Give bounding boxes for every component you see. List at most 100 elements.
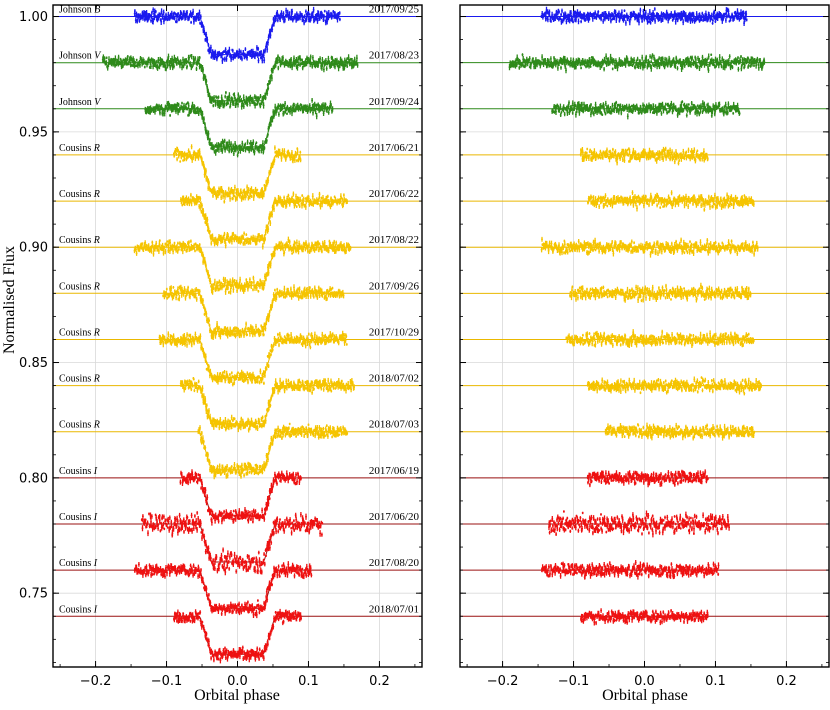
series-B-2017/09/25: Johnson B 2017/09/25 [53, 4, 422, 64]
x-tick-label: 0.2 [776, 674, 797, 689]
series-R-2017/06/21 [460, 146, 829, 166]
date-label: 2018/07/02 [369, 373, 419, 385]
series-I-2018/07/01 [460, 608, 829, 626]
y-tick-label: 0.85 [19, 356, 48, 371]
data-points [579, 146, 709, 166]
data-points [133, 6, 341, 64]
data-points [180, 191, 349, 250]
series-R-2017/09/26: Cousins R 2017/09/26 [53, 280, 422, 340]
filter-label: Cousins R [59, 189, 100, 200]
data-points [179, 469, 302, 526]
date-label: 2017/10/29 [369, 326, 420, 338]
y-tick-label: 0.80 [19, 471, 48, 486]
x-axis-label-left: Orbital phase [194, 687, 280, 704]
y-tick-label: 0.90 [19, 241, 48, 256]
date-label: 2017/06/21 [369, 142, 419, 154]
filter-label: Johnson V [59, 97, 102, 108]
data-points [144, 98, 334, 158]
series-V-2017/09/24: Johnson V 2017/09/24 [53, 96, 422, 158]
date-label: 2017/09/25 [369, 4, 420, 16]
series-V-2017/08/23 [460, 53, 829, 74]
series-R-2017/10/29: Cousins R 2017/10/29 [53, 326, 422, 387]
data-points [197, 422, 349, 480]
date-label: 2017/09/26 [369, 280, 420, 292]
series-I-2017/08/20 [460, 560, 829, 580]
filter-label: Johnson V [59, 51, 102, 62]
data-points [158, 330, 348, 387]
date-label: 2017/09/24 [369, 96, 420, 108]
data-points [540, 560, 720, 580]
series-I-2017/08/20: Cousins I 2017/08/20 [53, 557, 422, 619]
date-label: 2017/06/20 [369, 511, 420, 523]
y-tick-label: 1.00 [19, 10, 48, 25]
date-label: 2018/07/03 [369, 419, 420, 431]
filter-label: Cousins I [59, 604, 98, 615]
x-tick-label: −0.2 [80, 674, 112, 689]
series-R-2017/09/26 [460, 282, 829, 303]
date-label: 2017/06/22 [369, 188, 419, 200]
filter-label: Cousins R [59, 235, 100, 246]
data-points [179, 377, 355, 433]
x-tick-label: 0.0 [634, 674, 655, 689]
x-axis-label-right: Orbital phase [602, 687, 688, 704]
data-points [569, 282, 752, 303]
data-points [173, 608, 302, 664]
right-panel-residuals: −0.2 −0.1 0.0 0.1 0.2 [459, 4, 830, 689]
x-tick-label: −0.2 [487, 674, 519, 689]
data-points [508, 53, 766, 74]
series-R-2018/07/03 [460, 422, 829, 441]
x-tick-label: 0.1 [298, 674, 319, 689]
data-points [580, 608, 709, 626]
filter-label: Cousins I [59, 558, 98, 569]
y-tick-label: 0.95 [19, 125, 48, 140]
data-points [162, 284, 345, 340]
series-I-2017/06/20 [460, 510, 829, 538]
data-points [587, 190, 755, 212]
data-points [101, 53, 359, 110]
x-tick-label: 0.2 [369, 674, 390, 689]
x-tick-label: 0.1 [705, 674, 726, 689]
filter-label: Cousins I [59, 466, 98, 477]
data-points [540, 6, 748, 26]
date-label: 2017/08/20 [369, 557, 420, 569]
date-label: 2017/08/22 [369, 234, 419, 246]
series-R-2017/06/21: Cousins R 2017/06/21 [53, 142, 422, 204]
data-points [140, 511, 324, 576]
series-R-2018/07/02: Cousins R 2018/07/02 [53, 373, 422, 433]
date-label: 2017/08/23 [369, 50, 420, 62]
filter-label: Johnson B [59, 5, 100, 16]
date-label: 2018/07/01 [369, 603, 419, 615]
x-tick-label: 0.0 [227, 674, 248, 689]
series-R-2017/08/22 [460, 236, 829, 258]
data-points [565, 329, 755, 348]
data-points [551, 100, 741, 120]
data-points [173, 144, 302, 204]
data-points [133, 561, 313, 619]
series-R-2017/06/22: Cousins R 2017/06/22 [53, 188, 422, 250]
data-points [540, 236, 759, 258]
filter-label: Cousins R [59, 281, 100, 292]
data-points [133, 236, 352, 295]
data-points [548, 510, 730, 538]
series-R-2017/10/29 [460, 329, 829, 348]
filter-label: Cousins I [59, 512, 98, 523]
series-I-2017/06/19: Cousins I 2017/06/19 [53, 465, 422, 526]
series-V-2017/09/24 [460, 100, 829, 120]
series-I-2017/06/19 [460, 469, 829, 488]
series-R-2018/07/02 [460, 376, 829, 396]
data-points [586, 469, 709, 488]
x-tick-label: −0.1 [558, 674, 590, 689]
data-points [586, 376, 763, 396]
series-I-2018/07/01: Cousins I 2018/07/01 [53, 603, 422, 664]
y-axis-label: Normalised Flux [1, 246, 18, 354]
filter-label: Cousins R [59, 374, 100, 385]
series-R-2017/06/22 [460, 190, 829, 212]
filter-label: Cousins R [59, 143, 100, 154]
y-tick-label: 0.75 [19, 587, 48, 602]
series-I-2017/06/20: Cousins I 2017/06/20 [53, 511, 422, 576]
series-R-2018/07/03: Cousins R 2018/07/03 [53, 419, 422, 480]
x-tick-label: −0.1 [151, 674, 183, 689]
series-R-2017/08/22: Cousins R 2017/08/22 [53, 234, 422, 295]
